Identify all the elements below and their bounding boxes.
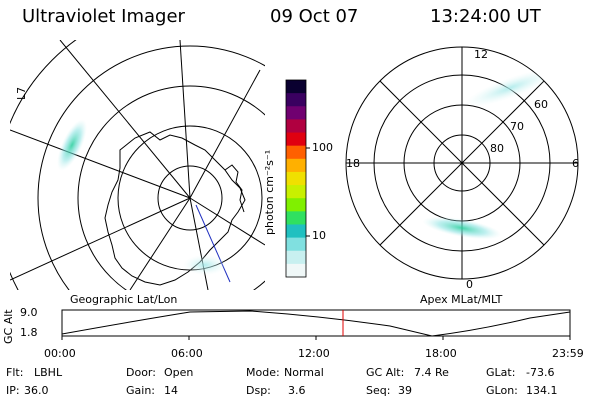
colorbar-band — [286, 237, 306, 252]
colorbar-band — [286, 132, 306, 147]
lon-line — [179, 40, 191, 199]
altitude-plot — [61, 309, 571, 340]
status-label: GLon: — [486, 384, 518, 397]
colorbar-frame — [285, 79, 307, 278]
status-label: Gain: — [126, 384, 155, 397]
status-label: IP: — [6, 384, 20, 397]
lon-line — [189, 197, 265, 246]
lat-circle — [77, 85, 265, 290]
colorbar-band — [286, 263, 306, 278]
lon-line — [129, 197, 191, 290]
status-value: 134.1 — [526, 384, 558, 397]
lon-line — [10, 197, 191, 281]
colorbar-band — [286, 211, 306, 225]
lat-circle — [157, 165, 223, 231]
altitude-y-tick: 9.0 — [20, 306, 38, 319]
status-label: Mode: — [246, 366, 280, 379]
altitude-plot-frame — [61, 309, 571, 337]
lon-line — [10, 129, 191, 199]
altitude-x-tick: 18:00 — [425, 347, 457, 360]
colorbar-band — [286, 224, 306, 239]
colorbar — [286, 80, 306, 278]
colorbar-band — [286, 119, 306, 134]
polar-radial — [379, 80, 545, 246]
l7-label: L7 — [15, 87, 28, 100]
status-label: GLat: — [486, 366, 516, 379]
status-value: Normal — [284, 366, 324, 379]
colorbar-tick-label: 100 — [312, 141, 333, 154]
colorbar-band — [286, 80, 306, 94]
altitude-axis-label: GC Alt — [2, 309, 15, 344]
aurora-oval-day — [464, 69, 556, 107]
colorbar-band — [286, 145, 306, 160]
geographic-map-label: Geographic Lat/Lon — [70, 293, 178, 306]
instrument-title: Ultraviolet Imager — [22, 6, 185, 27]
mlt-label-6: 6 — [572, 157, 579, 170]
mlt-label-0: 0 — [466, 278, 473, 291]
lat-label-80: 80 — [490, 142, 504, 155]
antarctica-coastline — [104, 131, 246, 286]
date-label: 09 Oct 07 — [270, 6, 359, 27]
polar-map — [345, 46, 579, 280]
status-label: Seq: — [366, 384, 391, 397]
status-label: GC Alt: — [366, 366, 405, 379]
lat-label-60: 60 — [534, 98, 548, 111]
lat-label-70: 70 — [510, 120, 524, 133]
colorbar-tick-label: 10 — [312, 229, 326, 242]
altitude-x-tick: 23:59 — [552, 347, 584, 360]
aurora-blob — [57, 119, 87, 171]
altitude-x-tick: 00:00 — [44, 347, 76, 360]
peninsula-coastline — [224, 164, 245, 213]
mlt-label-12: 12 — [474, 48, 488, 61]
status-label: Flt: — [6, 366, 24, 379]
status-value: 14 — [164, 384, 178, 397]
status-value: 7.4 Re — [414, 366, 449, 379]
altitude-y-tick: 1.8 — [20, 326, 38, 339]
apex-map-label: Apex MLat/MLT — [420, 293, 503, 306]
aurora-blob — [183, 255, 227, 275]
colorbar-unit-label: photon cm⁻²s⁻¹ — [263, 149, 276, 235]
colorbar-band — [286, 250, 306, 265]
status-value: 39 — [398, 384, 412, 397]
status-label: Dsp: — [246, 384, 271, 397]
lat-circle — [10, 40, 77, 290]
colorbar-band — [286, 158, 306, 173]
status-value: Open — [164, 366, 194, 379]
status-value: 36.0 — [24, 384, 49, 397]
status-value: 3.6 — [288, 384, 306, 397]
altitude-curve — [61, 310, 571, 337]
colorbar-band — [286, 171, 306, 186]
status-value: -73.6 — [526, 366, 555, 379]
altitude-x-tick: 06:00 — [171, 347, 203, 360]
altitude-x-tick: 12:00 — [298, 347, 330, 360]
colorbar-band — [286, 185, 306, 199]
colorbar-band — [286, 93, 306, 107]
lon-line — [59, 40, 191, 199]
geographic-map — [10, 40, 265, 290]
status-label: Door: — [126, 366, 156, 379]
colorbar-band — [286, 106, 306, 120]
mlt-label-18: 18 — [346, 157, 360, 170]
time-label: 13:24:00 UT — [430, 6, 541, 27]
status-value: LBHL — [34, 366, 63, 379]
aurora-oval-night — [422, 216, 502, 240]
lon-line — [189, 69, 261, 199]
lat-circle — [37, 45, 265, 290]
colorbar-band — [286, 198, 306, 212]
